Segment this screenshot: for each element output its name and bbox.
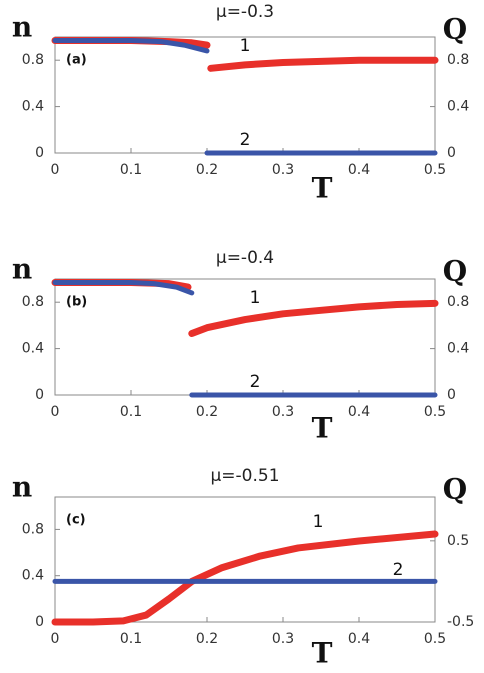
y-tick-label: 0.8: [22, 521, 44, 537]
x-tick-label: 0.4: [348, 404, 370, 420]
y2-tick-label: 0.4: [447, 99, 469, 115]
curve-label: 1: [313, 512, 324, 532]
y2-axis-label: Q: [443, 13, 467, 46]
y-tick-label: 0.4: [22, 341, 44, 357]
x-tick-label: 0.5: [424, 162, 446, 178]
x-tick-label: 0.3: [272, 404, 294, 420]
y2-tick-label: -0.5: [447, 614, 474, 630]
x-tick-label: 0.2: [196, 404, 218, 420]
series-line: [51, 278, 439, 338]
series-line: [52, 279, 438, 398]
y-tick-label: 0.4: [22, 99, 44, 115]
panel-label: (a): [66, 53, 87, 68]
x-tick-label: 0.3: [272, 631, 294, 647]
y-tick-label: 0: [35, 387, 44, 403]
series-line: [51, 530, 439, 626]
curve-label: 2: [240, 130, 251, 150]
y-tick-label: 0.4: [22, 568, 44, 584]
series-line: [52, 37, 438, 156]
panel-title: μ=-0.4: [216, 248, 274, 268]
x-tick-label: 0.3: [272, 162, 294, 178]
x-tick-label: 0.5: [424, 631, 446, 647]
x-axis-label: T: [312, 172, 333, 205]
x-tick-label: 0: [51, 162, 60, 178]
curve-label: 2: [393, 560, 404, 580]
y2-tick-label: 0.4: [447, 341, 469, 357]
panel-label: (c): [66, 513, 86, 528]
x-tick-label: 0.4: [348, 631, 370, 647]
panel-label: (b): [66, 295, 87, 310]
curve-label: 1: [240, 36, 251, 56]
x-tick-label: 0.5: [424, 404, 446, 420]
x-tick-label: 0: [51, 631, 60, 647]
y2-axis-label: Q: [443, 255, 467, 288]
y2-tick-label: 0.8: [447, 52, 469, 68]
x-tick-label: 0.1: [120, 162, 142, 178]
panel-title: μ=-0.3: [216, 2, 274, 22]
y2-axis-label: Q: [443, 473, 467, 506]
x-tick-label: 0.1: [120, 631, 142, 647]
y-tick-label: 0.8: [22, 294, 44, 310]
x-tick-label: 0.2: [196, 162, 218, 178]
y-tick-label: 0.8: [22, 52, 44, 68]
x-axis-label: T: [312, 412, 333, 445]
panel-title: μ=-0.51: [210, 466, 279, 486]
x-tick-label: 0.1: [120, 404, 142, 420]
y2-tick-label: 0.8: [447, 294, 469, 310]
x-tick-label: 0: [51, 404, 60, 420]
plot-frame: [54, 278, 436, 396]
curve-label: 1: [250, 288, 261, 308]
y-axis-label: n: [12, 11, 32, 44]
y-tick-label: 0: [35, 145, 44, 161]
y2-tick-label: 0: [447, 387, 456, 403]
y2-tick-label: 0: [447, 145, 456, 161]
y2-tick-label: 0.5: [447, 533, 469, 549]
y-axis-label: n: [12, 471, 32, 504]
curve-label: 2: [250, 372, 261, 392]
y-axis-label: n: [12, 253, 32, 286]
y-tick-label: 0: [35, 614, 44, 630]
plot-frame: [54, 496, 436, 623]
x-tick-label: 0.4: [348, 162, 370, 178]
x-tick-label: 0.2: [196, 631, 218, 647]
x-axis-label: T: [312, 637, 333, 670]
